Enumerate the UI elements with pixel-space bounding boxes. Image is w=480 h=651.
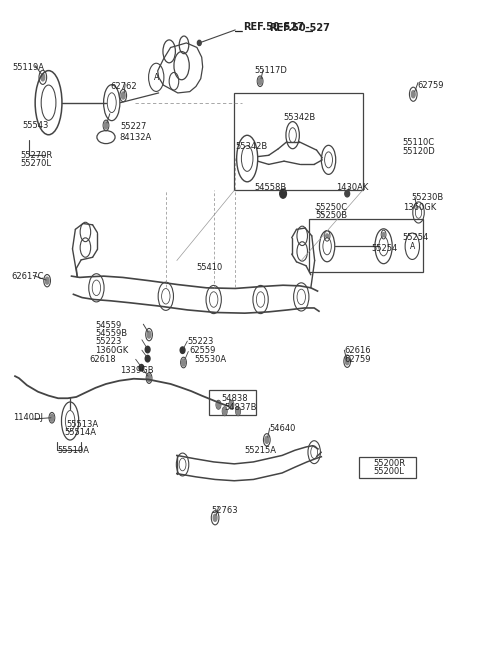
Bar [234, 93, 362, 190]
Ellipse shape [216, 401, 220, 408]
Ellipse shape [45, 277, 49, 284]
Text: 55270L: 55270L [21, 159, 52, 168]
Text: 55230B: 55230B [411, 193, 444, 202]
Text: 55117D: 55117D [254, 66, 287, 75]
Circle shape [345, 190, 349, 197]
Bar [209, 391, 256, 415]
Circle shape [145, 355, 150, 362]
Text: 55119A: 55119A [12, 63, 45, 72]
Text: 1360GK: 1360GK [96, 346, 129, 355]
Text: 62559: 62559 [190, 346, 216, 355]
Text: 55110C: 55110C [403, 138, 435, 147]
Text: 62617C: 62617C [11, 272, 44, 281]
Text: 54837B: 54837B [225, 403, 257, 412]
Text: 55513A: 55513A [67, 420, 99, 429]
Ellipse shape [265, 436, 269, 443]
Text: 54559B: 54559B [96, 329, 128, 338]
Text: 52763: 52763 [211, 506, 238, 515]
Text: 55510A: 55510A [57, 446, 89, 455]
Circle shape [180, 347, 185, 353]
Text: 54559: 54559 [96, 321, 122, 330]
Ellipse shape [258, 77, 262, 85]
Text: 54558B: 54558B [254, 183, 287, 191]
Text: 55227: 55227 [120, 122, 147, 131]
Ellipse shape [229, 401, 233, 408]
Text: 55410: 55410 [196, 262, 222, 271]
Ellipse shape [147, 374, 151, 381]
Text: 55254: 55254 [403, 233, 429, 242]
Text: 55543: 55543 [22, 121, 48, 130]
Text: 54640: 54640 [270, 424, 296, 433]
Text: 1360GK: 1360GK [403, 202, 436, 212]
Text: 55215A: 55215A [245, 447, 277, 456]
Text: 1339GB: 1339GB [120, 367, 154, 376]
Text: 55200R: 55200R [373, 459, 405, 467]
Circle shape [325, 234, 328, 238]
Ellipse shape [41, 74, 45, 81]
Text: REF.50-527: REF.50-527 [243, 21, 304, 32]
Ellipse shape [147, 331, 151, 338]
Text: 55223: 55223 [187, 337, 214, 346]
Text: 62618: 62618 [89, 355, 116, 364]
Text: 55120D: 55120D [403, 147, 435, 156]
Text: 1430AK: 1430AK [336, 183, 368, 191]
Ellipse shape [181, 359, 185, 366]
Ellipse shape [50, 414, 54, 421]
Bar [359, 458, 416, 478]
Text: 55514A: 55514A [64, 428, 96, 437]
Text: 55223: 55223 [96, 337, 122, 346]
Ellipse shape [223, 408, 227, 415]
Text: 1140DJ: 1140DJ [12, 413, 43, 422]
Ellipse shape [345, 357, 349, 365]
Ellipse shape [104, 122, 108, 129]
Text: 55342B: 55342B [235, 143, 267, 151]
Circle shape [382, 232, 385, 236]
Ellipse shape [411, 90, 415, 98]
Text: 55342B: 55342B [283, 113, 315, 122]
Bar [310, 219, 423, 272]
Ellipse shape [213, 514, 217, 521]
Text: 84132A: 84132A [120, 133, 152, 142]
Text: 55250B: 55250B [316, 211, 348, 220]
Text: 55530A: 55530A [194, 355, 227, 365]
Circle shape [145, 346, 150, 353]
Text: 55270R: 55270R [21, 151, 53, 159]
Circle shape [280, 189, 287, 198]
Text: 62762: 62762 [111, 82, 137, 91]
Text: A: A [154, 73, 159, 82]
Text: REF.50-527: REF.50-527 [269, 23, 330, 33]
Circle shape [197, 40, 201, 46]
Ellipse shape [121, 92, 125, 99]
Text: 55250C: 55250C [316, 202, 348, 212]
Text: 54838: 54838 [222, 394, 249, 403]
Text: 62616: 62616 [344, 346, 371, 355]
Circle shape [139, 365, 144, 371]
Text: 55200L: 55200L [373, 467, 404, 476]
Text: 62759: 62759 [417, 81, 444, 90]
Text: A: A [409, 242, 415, 251]
Text: 62759: 62759 [344, 355, 371, 364]
Text: 55254: 55254 [372, 244, 398, 253]
Ellipse shape [236, 408, 240, 415]
